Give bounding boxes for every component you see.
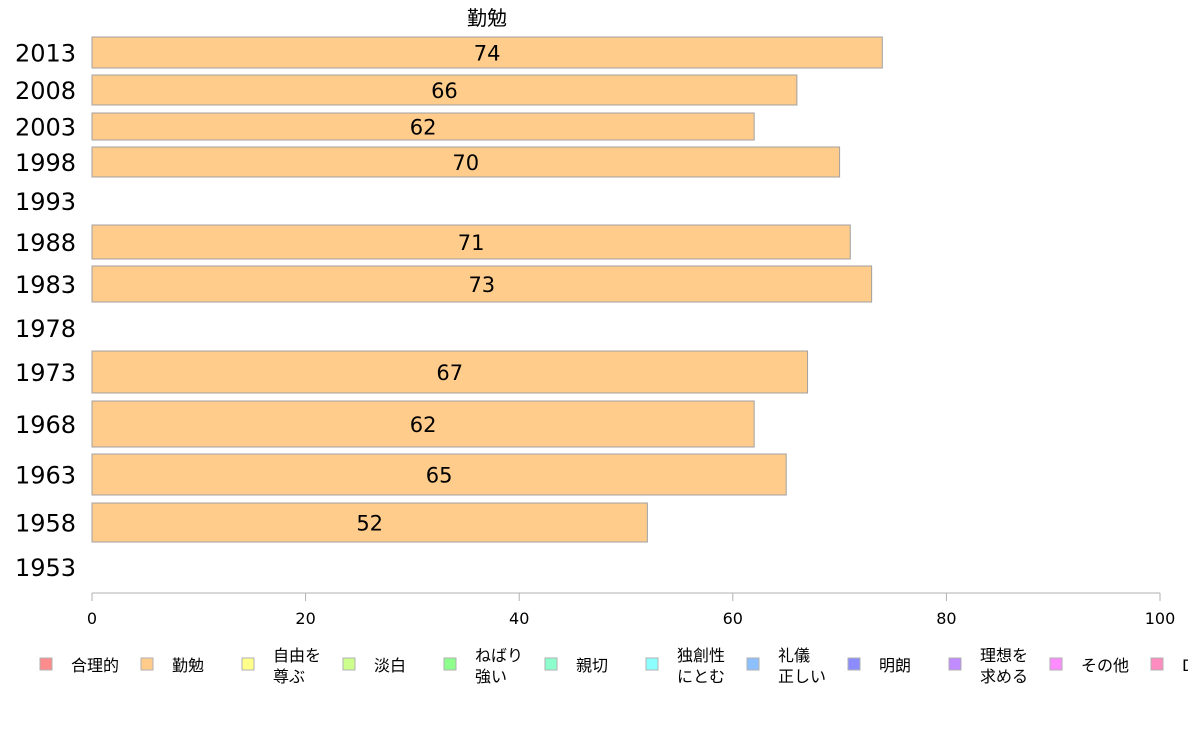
year-label: 1998 <box>15 149 76 177</box>
year-label: 2003 <box>15 114 76 142</box>
x-tick-label: 40 <box>509 609 529 628</box>
legend-label: 自由を <box>273 646 321 665</box>
x-tick-label: 80 <box>936 609 956 628</box>
bar-value-label: 62 <box>410 413 437 437</box>
legend-swatch <box>443 657 457 671</box>
legend-label: 尊ぶ <box>273 667 305 686</box>
year-label: 1953 <box>15 554 76 582</box>
legend-label: 勤勉 <box>172 656 204 675</box>
legend-label: 独創性 <box>677 646 725 665</box>
legend-label: 明朗 <box>879 656 911 675</box>
x-tick-label: 20 <box>295 609 315 628</box>
bar <box>91 112 755 141</box>
bar-value-label: 52 <box>356 512 383 536</box>
legend-label: 強い <box>475 667 507 686</box>
year-label: 1978 <box>15 315 76 343</box>
bar-value-label: 71 <box>458 231 485 255</box>
legend-label: 正しい <box>778 667 826 686</box>
legend-swatch <box>645 657 659 671</box>
legend-swatch <box>1049 657 1063 671</box>
bar <box>91 453 787 496</box>
bar <box>91 146 841 178</box>
legend-swatch <box>241 657 255 671</box>
bar <box>91 265 873 303</box>
legend-swatch <box>847 657 861 671</box>
category-labels: 2013 2008 2003 1998 1993 1988 1983 1978 1973 1968… <box>15 40 76 583</box>
year-label: 2013 <box>15 40 76 68</box>
x-tick-label: 100 <box>1145 609 1176 628</box>
bar <box>91 502 648 543</box>
legend-swatch <box>746 657 760 671</box>
year-label: 1963 <box>15 462 76 490</box>
bar-value-label: 62 <box>410 116 437 140</box>
year-label: 1993 <box>15 188 76 216</box>
legend-label: 淡白 <box>374 656 406 675</box>
bar <box>91 36 883 69</box>
legend-label: その他 <box>1081 656 1129 675</box>
bar-value-label: 67 <box>436 361 463 385</box>
bar-value-label: 70 <box>452 151 479 175</box>
bar-value-label: 74 <box>474 42 501 66</box>
bar <box>91 74 798 106</box>
legend-label: 求める <box>980 667 1028 686</box>
bars-group: 74 66 62 70 71 73 67 62 65 52 <box>91 36 883 543</box>
x-tick-label: 0 <box>87 609 97 628</box>
legend-label: にとむ <box>677 667 725 686</box>
legend-swatch <box>1150 657 1164 671</box>
year-label: 2008 <box>15 77 76 105</box>
chart-title: 勤勉 <box>467 6 507 30</box>
year-label: 1973 <box>15 359 76 387</box>
legend-swatch <box>948 657 962 671</box>
legend-swatch <box>39 657 53 671</box>
bar-value-label: 66 <box>431 79 458 103</box>
year-label: 1988 <box>15 229 76 257</box>
legend-label: ねばり <box>475 646 523 665</box>
legend-swatch <box>342 657 356 671</box>
year-label: 1968 <box>15 411 76 439</box>
bar <box>91 400 755 448</box>
legend-swatch <box>544 657 558 671</box>
legend-label: 合理的 <box>71 656 119 675</box>
legend-label: 親切 <box>576 656 608 675</box>
x-tick-label: 60 <box>723 609 743 628</box>
bar-value-label: 65 <box>426 464 453 488</box>
legend-label: D <box>1182 656 1188 675</box>
bar <box>91 350 809 394</box>
legend-label: 理想を <box>980 646 1028 665</box>
bar-value-label: 73 <box>468 273 495 297</box>
legend-swatch <box>140 657 154 671</box>
legend-label: 礼儀 <box>778 646 810 665</box>
year-label: 1983 <box>15 271 76 299</box>
bar <box>91 224 851 260</box>
year-label: 1958 <box>15 510 76 538</box>
x-axis: 0 20 40 60 80 100 <box>87 592 1176 628</box>
